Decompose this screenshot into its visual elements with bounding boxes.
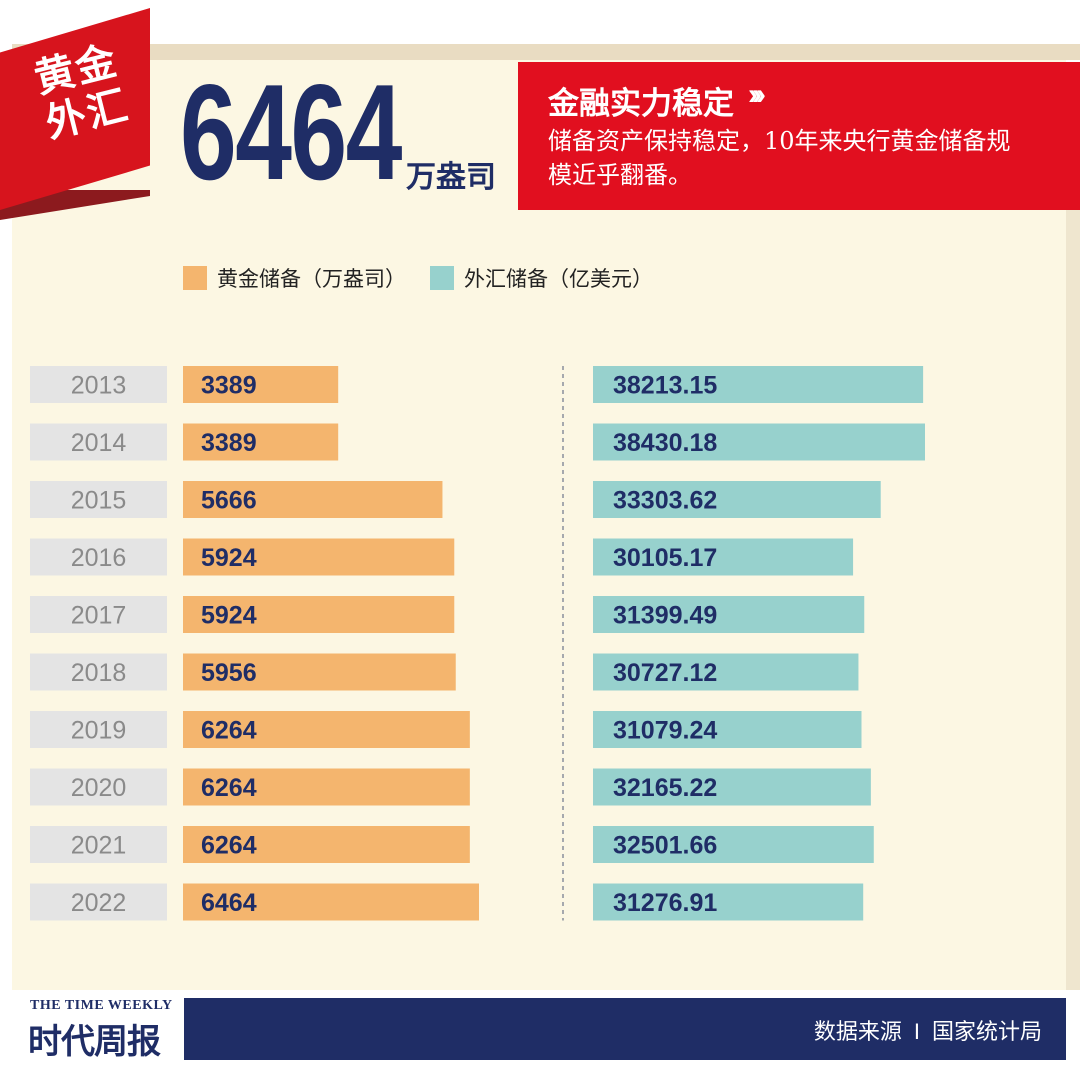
forex-value-label-2020: 32165.22 [613, 774, 717, 802]
header-box [518, 62, 1080, 210]
year-label-2015: 2015 [71, 487, 127, 515]
forex-bar-2022 [593, 883, 864, 921]
year-label-2018: 2018 [71, 659, 127, 687]
year-cell-2018 [30, 653, 167, 691]
gold-value-label-2015: 5666 [201, 487, 257, 515]
legend-forex: 外汇储备（亿美元） [430, 264, 653, 292]
headline-unit: 万盎司 [406, 161, 496, 194]
frame-top [12, 44, 1080, 60]
forex-value-label-2019: 31079.24 [613, 717, 717, 745]
gold-value-label-2016: 5924 [201, 544, 257, 572]
year-label-2013: 2013 [71, 372, 127, 400]
forex-bar-2021 [593, 826, 874, 863]
source-separator: I [913, 1019, 920, 1044]
forex-bar-2018 [593, 653, 859, 691]
forex-value-label-2015: 33303.62 [613, 487, 717, 515]
gold-bar-2022 [183, 883, 479, 921]
gold-value-label-2022: 6464 [201, 889, 257, 917]
gold-bar-2013 [183, 366, 339, 403]
year-cell-2017 [30, 596, 167, 633]
year-cell-2021 [30, 826, 167, 863]
year-label-2020: 2020 [71, 774, 127, 802]
year-cell-2013 [30, 366, 167, 403]
gold-bar-2014 [183, 423, 339, 461]
footer-bar [184, 998, 1066, 1060]
forex-bar-2016 [593, 538, 854, 576]
gold-value-label-2021: 6264 [201, 832, 257, 860]
forex-value-label-2017: 31399.49 [613, 602, 717, 630]
gold-value-label-2014: 3389 [201, 429, 257, 457]
legend-forex-label: 外汇储备（亿美元） [464, 268, 653, 291]
forex-value-label-2018: 30727.12 [613, 659, 717, 687]
year-label-2017: 2017 [71, 602, 127, 630]
footer-source: 数据来源 I 国家统计局 [814, 1014, 1042, 1046]
year-cell-2014 [30, 423, 167, 461]
forex-bar-2020 [593, 768, 871, 806]
panel-shadow [1066, 210, 1080, 990]
gold-bar-2016 [183, 538, 455, 576]
gold-bar-2018 [183, 653, 456, 691]
year-label-2021: 2021 [71, 832, 127, 860]
legend-gold: 黄金储备（万盎司） [183, 264, 406, 292]
forex-value-label-2013: 38213.15 [613, 372, 717, 400]
gold-value-label-2013: 3389 [201, 372, 257, 400]
forex-bar-2013 [593, 366, 924, 403]
year-label-2022: 2022 [71, 889, 127, 917]
year-label-2016: 2016 [71, 544, 127, 572]
forex-value-label-2021: 32501.66 [613, 832, 717, 860]
gold-bar-2017 [183, 596, 455, 633]
year-label-2019: 2019 [71, 717, 127, 745]
forex-bar-2019 [593, 711, 862, 748]
forex-value-label-2014: 38430.18 [613, 429, 717, 457]
legend-gold-label: 黄金储备（万盎司） [217, 268, 406, 291]
gold-value-label-2018: 5956 [201, 659, 257, 687]
year-cell-2020 [30, 768, 167, 806]
gold-value-label-2019: 6264 [201, 717, 257, 745]
gold-bar-2015 [183, 481, 443, 518]
year-cell-2019 [30, 711, 167, 748]
gold-value-label-2017: 5924 [201, 602, 257, 630]
gold-value-label-2020: 6264 [201, 774, 257, 802]
year-cell-2022 [30, 883, 167, 921]
forex-bar-2014 [593, 423, 925, 461]
year-cell-2016 [30, 538, 167, 576]
forex-bar-2015 [593, 481, 881, 518]
year-cell-2015 [30, 481, 167, 518]
gold-bar-2021 [183, 826, 470, 863]
source-label: 数据来源 [813, 1019, 902, 1044]
brand-chinese: 时代周报 [28, 1022, 161, 1062]
source-value: 国家统计局 [931, 1019, 1042, 1044]
legend-forex-swatch [430, 266, 454, 290]
forex-bar-2017 [593, 596, 865, 633]
forex-value-label-2016: 30105.17 [613, 544, 717, 572]
brand-english: THE TIME WEEKLY [30, 998, 173, 1013]
forex-value-label-2022: 31276.91 [613, 889, 717, 917]
year-label-2014: 2014 [71, 429, 127, 457]
header-title: 金融实力稳定 [548, 86, 734, 122]
gold-bar-2019 [183, 711, 470, 748]
gold-bar-2020 [183, 768, 470, 806]
legend-gold-swatch [183, 266, 207, 290]
header-description: 储备资产保持稳定，10年来央行黄金储备规模近乎翻番。 [548, 127, 1011, 189]
headline-value: 6464 [180, 56, 402, 208]
